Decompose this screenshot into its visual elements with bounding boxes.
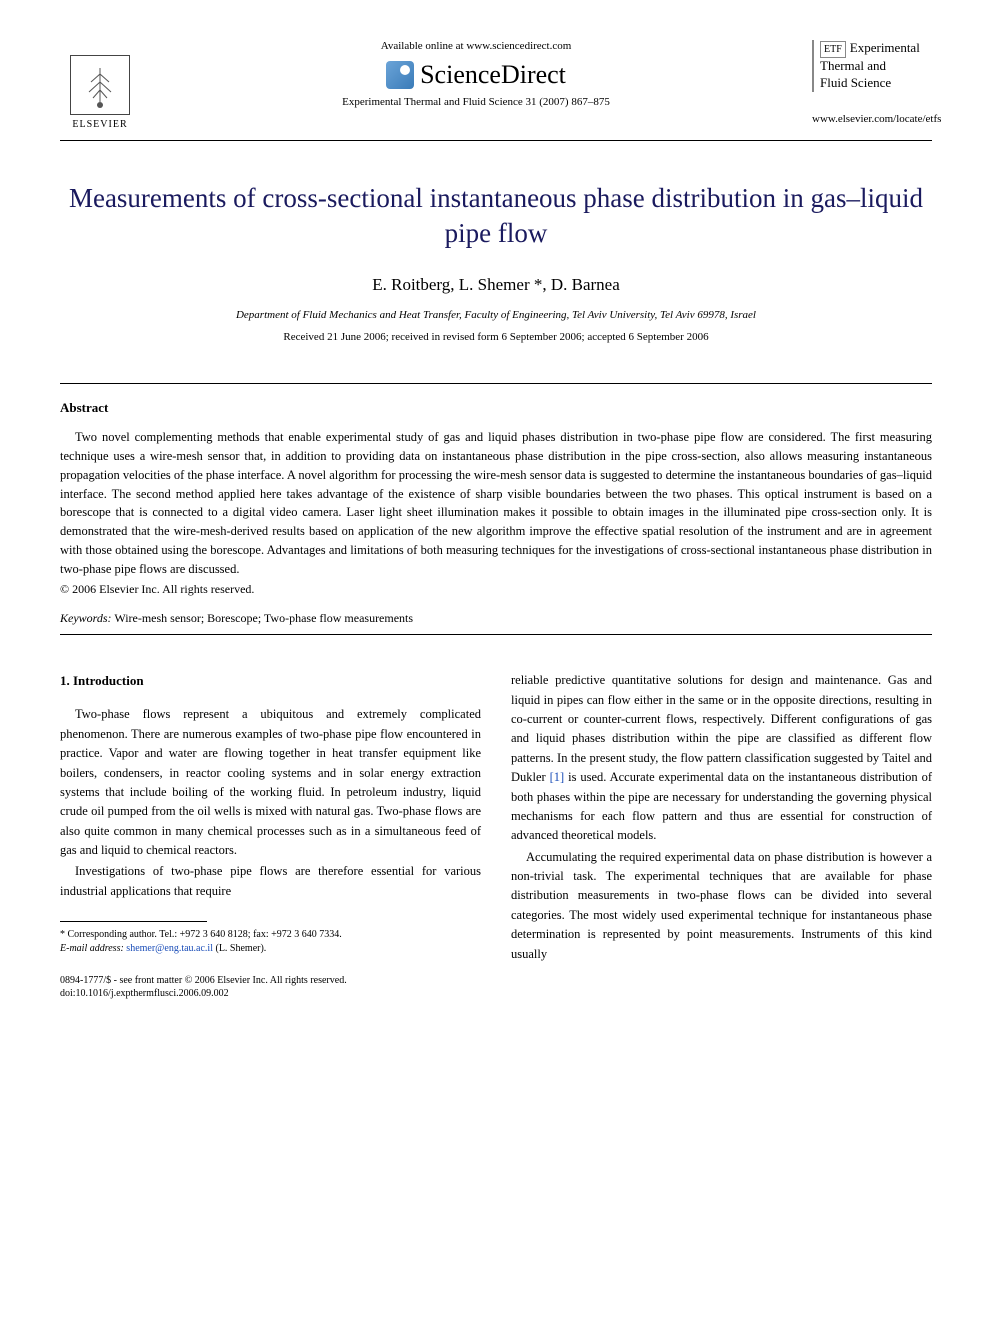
intro-heading: 1. Introduction xyxy=(60,671,481,691)
etf-icon: ETF xyxy=(820,41,846,58)
journal-url: www.elsevier.com/locate/etfs xyxy=(812,112,932,126)
sciencedirect-text: ScienceDirect xyxy=(420,60,566,90)
elsevier-logo: ELSEVIER xyxy=(60,40,140,130)
body-para-right-2: Accumulating the required experimental d… xyxy=(511,848,932,964)
abstract-heading: Abstract xyxy=(60,400,932,416)
corresponding-author-footnote: * Corresponding author. Tel.: +972 3 640… xyxy=(60,928,481,956)
right-column: reliable predictive quantitative solutio… xyxy=(511,671,932,1000)
abstract-copyright: © 2006 Elsevier Inc. All rights reserved… xyxy=(60,582,932,597)
available-online-text: Available online at www.sciencedirect.co… xyxy=(140,40,812,52)
body-para-left-1: Two-phase flows represent a ubiquitous a… xyxy=(60,705,481,860)
page-header: ELSEVIER Available online at www.science… xyxy=(60,40,932,130)
abstract-text: Two novel complementing methods that ena… xyxy=(60,428,932,578)
journal-logo-line3: Fluid Science xyxy=(820,75,932,92)
affiliation: Department of Fluid Mechanics and Heat T… xyxy=(60,309,932,321)
citation-ref-1[interactable]: [1] xyxy=(550,770,565,784)
email-name: (L. Shemer). xyxy=(213,943,266,954)
elsevier-tree-icon xyxy=(70,55,130,115)
sciencedirect-logo: ScienceDirect xyxy=(140,60,812,90)
keywords: Keywords: Wire-mesh sensor; Borescope; T… xyxy=(60,611,932,626)
journal-logo-line1: Experimental xyxy=(850,40,920,55)
sciencedirect-icon xyxy=(386,61,414,89)
body-para-right-1: reliable predictive quantitative solutio… xyxy=(511,671,932,845)
received-dates: Received 21 June 2006; received in revis… xyxy=(60,331,932,343)
footnote-divider xyxy=(60,921,207,922)
journal-reference: Experimental Thermal and Fluid Science 3… xyxy=(140,96,812,108)
issn-doi-block: 0894-1777/$ - see front matter © 2006 El… xyxy=(60,974,481,1000)
body-para-left-2: Investigations of two-phase pipe flows a… xyxy=(60,862,481,901)
elsevier-label: ELSEVIER xyxy=(72,119,127,130)
right-p1a: reliable predictive quantitative solutio… xyxy=(511,673,932,784)
abstract-bottom-divider xyxy=(60,634,932,635)
doi-line: doi:10.1016/j.expthermflusci.2006.09.002 xyxy=(60,987,481,1000)
authors: E. Roitberg, L. Shemer *, D. Barnea xyxy=(60,275,932,295)
keywords-label: Keywords: xyxy=(60,611,112,625)
right-p1b: is used. Accurate experimental data on t… xyxy=(511,770,932,842)
center-header: Available online at www.sciencedirect.co… xyxy=(140,40,812,110)
email-label: E-mail address: xyxy=(60,943,124,954)
keywords-text: Wire-mesh sensor; Borescope; Two-phase f… xyxy=(112,611,414,625)
footnote-tel-fax: * Corresponding author. Tel.: +972 3 640… xyxy=(60,928,481,942)
header-divider xyxy=(60,140,932,141)
author-email[interactable]: shemer@eng.tau.ac.il xyxy=(126,943,213,954)
abstract-top-divider xyxy=(60,383,932,384)
journal-logo-line2: Thermal and xyxy=(820,58,932,75)
issn-line: 0894-1777/$ - see front matter © 2006 El… xyxy=(60,974,481,987)
body-columns: 1. Introduction Two-phase flows represen… xyxy=(60,671,932,1000)
journal-logo: ETF Experimental Thermal and Fluid Scienc… xyxy=(812,40,932,130)
left-column: 1. Introduction Two-phase flows represen… xyxy=(60,671,481,1000)
article-title: Measurements of cross-sectional instanta… xyxy=(60,181,932,251)
